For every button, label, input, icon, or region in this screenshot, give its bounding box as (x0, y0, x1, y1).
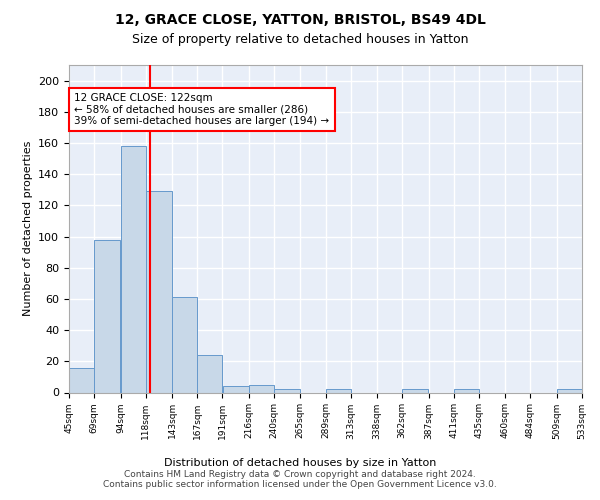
Text: Contains HM Land Registry data © Crown copyright and database right 2024.
Contai: Contains HM Land Registry data © Crown c… (103, 470, 497, 489)
Bar (223, 386, 248, 392)
Text: Size of property relative to detached houses in Yatton: Size of property relative to detached ho… (132, 32, 468, 46)
Bar (146, 192, 172, 392)
Bar (326, 390, 350, 392)
Text: 12, GRACE CLOSE, YATTON, BRISTOL, BS49 4DL: 12, GRACE CLOSE, YATTON, BRISTOL, BS49 4… (115, 12, 485, 26)
Bar (454, 390, 479, 392)
Bar (172, 298, 197, 392)
Bar (94, 240, 121, 392)
Text: 12 GRACE CLOSE: 122sqm
← 58% of detached houses are smaller (286)
39% of semi-de: 12 GRACE CLOSE: 122sqm ← 58% of detached… (74, 93, 329, 126)
Bar (69, 368, 94, 392)
Bar (274, 390, 300, 392)
Y-axis label: Number of detached properties: Number of detached properties (23, 141, 32, 316)
Bar (121, 146, 146, 392)
Bar (197, 355, 223, 393)
Text: Distribution of detached houses by size in Yatton: Distribution of detached houses by size … (164, 458, 436, 468)
Bar (403, 390, 428, 392)
Bar (249, 384, 274, 392)
Bar (557, 390, 582, 392)
